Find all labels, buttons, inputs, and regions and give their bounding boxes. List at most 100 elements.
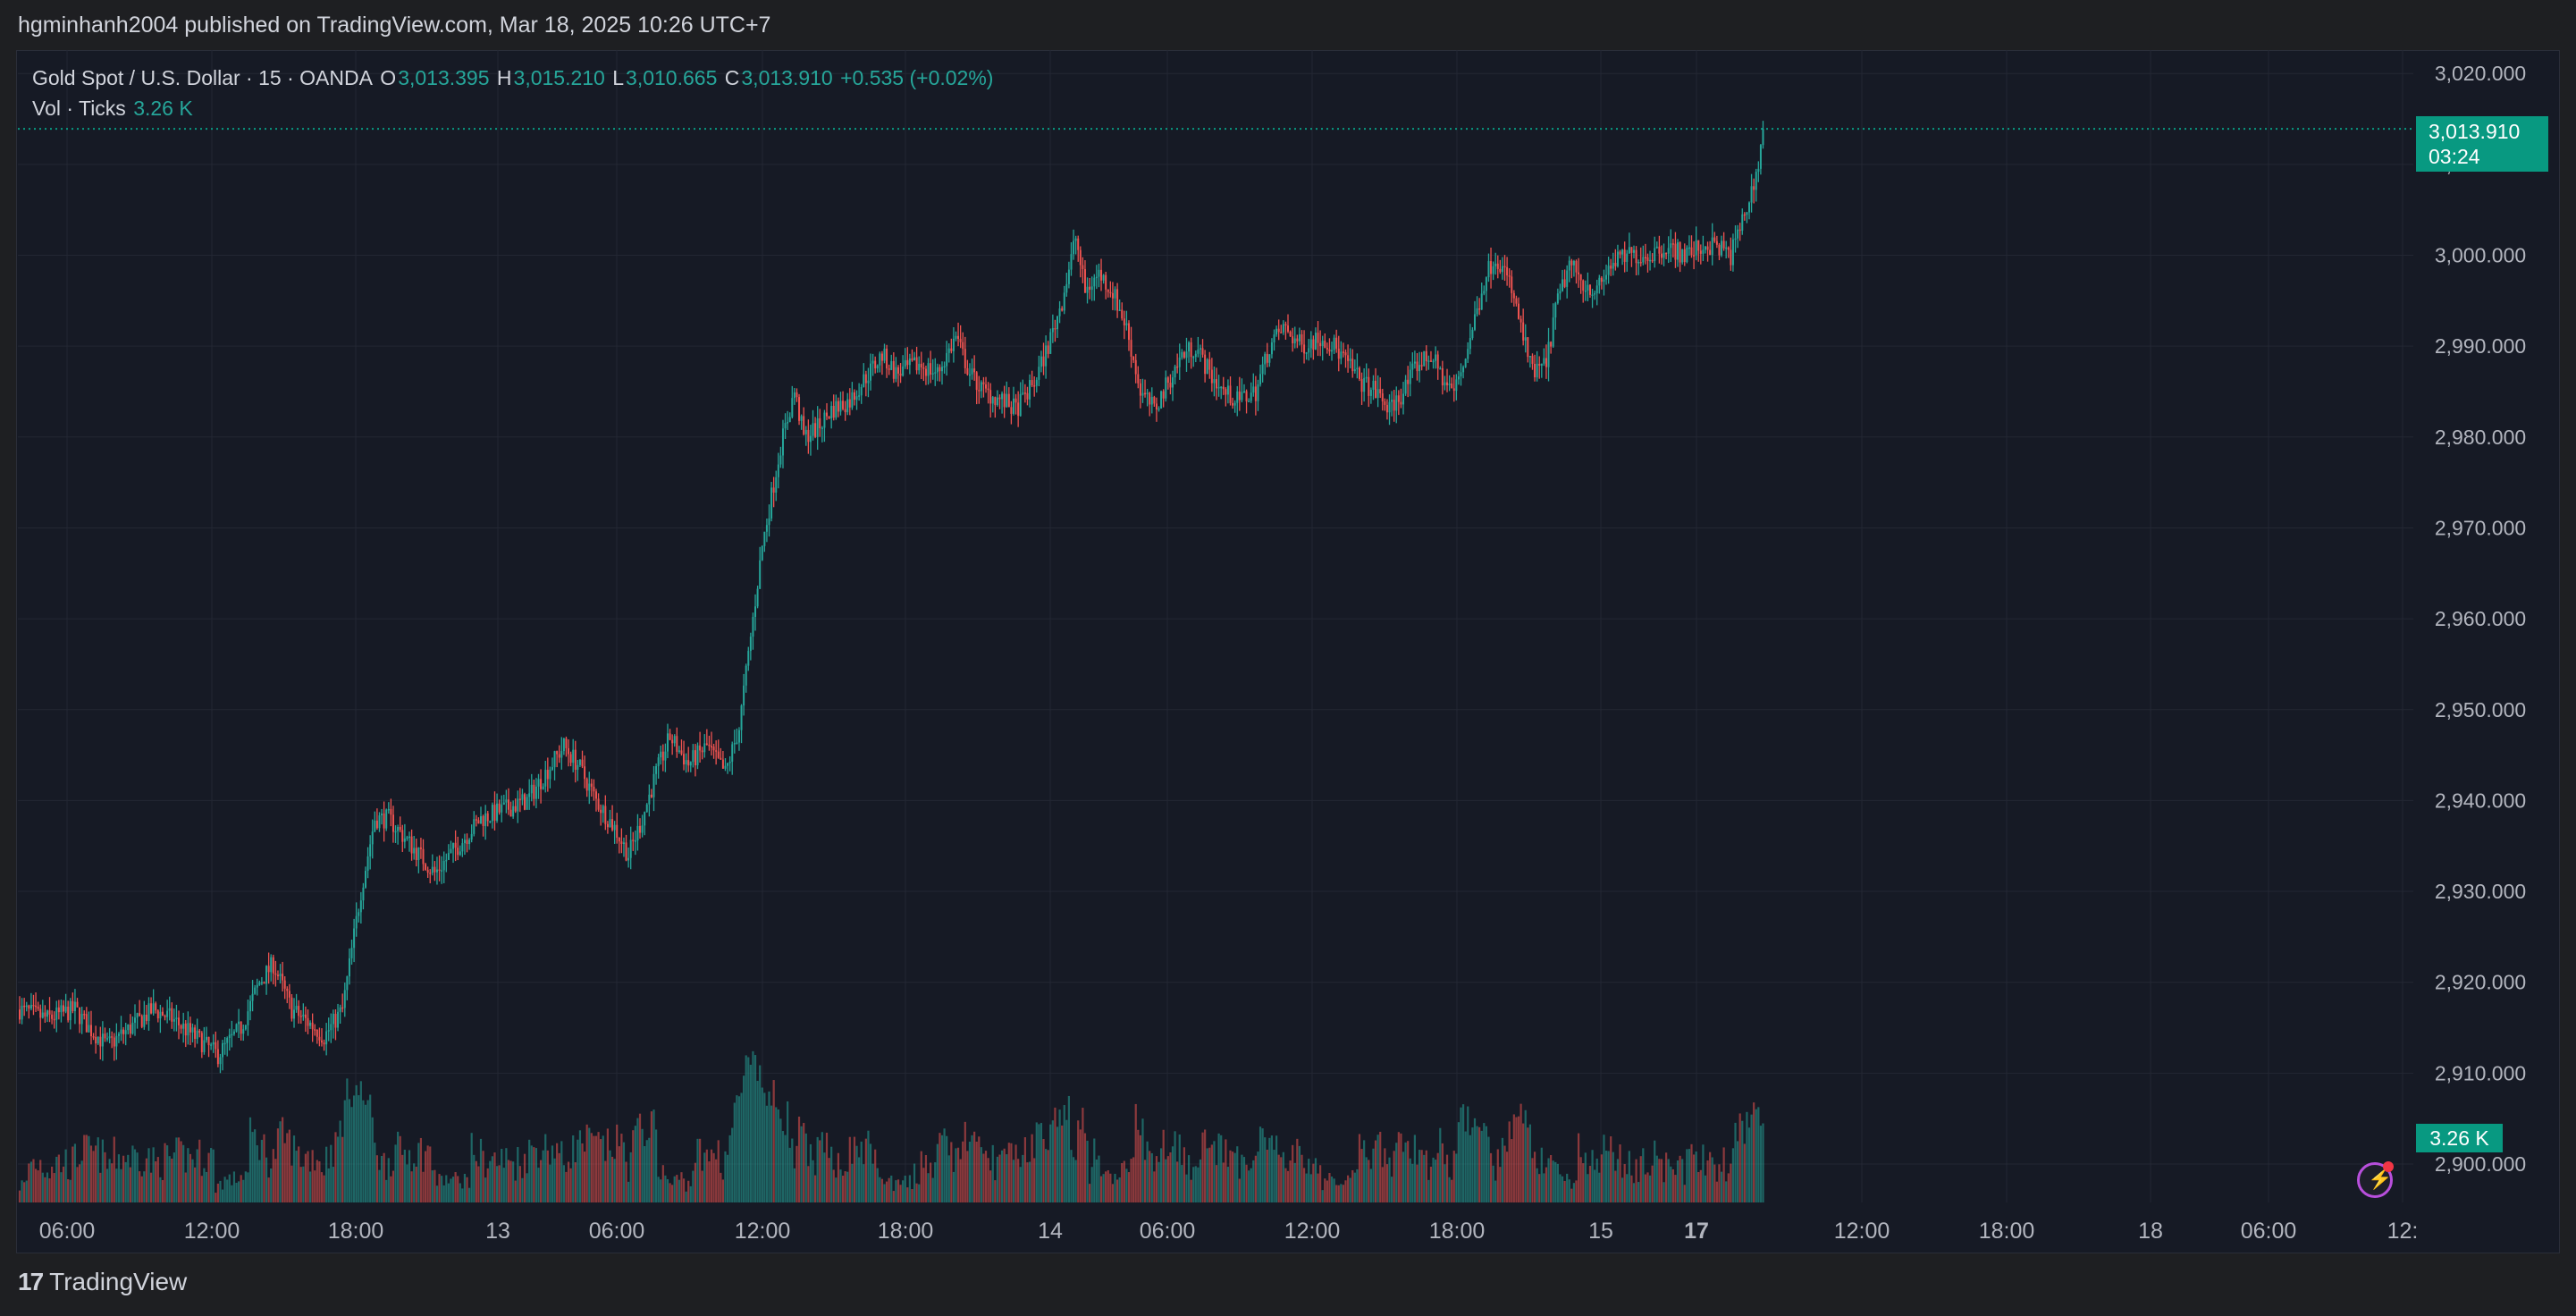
volume-bar: [399, 1135, 401, 1202]
volume-bar: [1538, 1174, 1541, 1202]
volume-bar: [1368, 1160, 1370, 1202]
candle-body: [669, 733, 671, 740]
candle-body: [1090, 286, 1093, 291]
volume-bar: [1047, 1150, 1049, 1202]
candle-body: [97, 1036, 99, 1044]
candle-body: [1506, 266, 1509, 276]
volume-bar: [219, 1180, 222, 1202]
volume-bar: [1309, 1174, 1312, 1202]
candle-body: [708, 744, 711, 747]
candle-body: [1753, 186, 1755, 190]
volume-bar: [1007, 1143, 1010, 1202]
volume-bar: [821, 1132, 823, 1202]
volume-bar: [673, 1176, 676, 1202]
candle-body: [821, 427, 823, 429]
candle-body: [517, 798, 519, 812]
candle-body: [544, 770, 547, 787]
volume-bar: [1231, 1152, 1234, 1202]
candle-body: [1232, 402, 1234, 406]
volume-bar: [1715, 1181, 1718, 1202]
volume-bar: [330, 1144, 333, 1202]
volume-bar: [1429, 1166, 1433, 1202]
candle-body: [1347, 355, 1350, 361]
volume-bar: [205, 1171, 208, 1202]
candle-body: [1266, 353, 1268, 363]
volume-bar: [892, 1191, 895, 1202]
volume-bar: [417, 1143, 420, 1202]
volume-bar: [835, 1177, 838, 1202]
candle-body: [39, 1008, 42, 1018]
candle-body: [46, 1010, 48, 1017]
volume-bar: [644, 1145, 646, 1202]
candle-body: [772, 487, 775, 494]
volume-bar: [955, 1148, 957, 1202]
candle-body: [1035, 379, 1038, 386]
price-tick-label: 2,930.000: [2435, 880, 2526, 903]
candle-body: [260, 982, 263, 984]
candle-body: [721, 759, 724, 769]
volume-bar: [1563, 1180, 1566, 1202]
price-tick-label: 2,950.000: [2435, 698, 2526, 721]
volume-bar: [669, 1183, 671, 1202]
candle-body: [1451, 383, 1453, 389]
volume-bar: [581, 1143, 584, 1202]
volume-bar: [37, 1170, 39, 1202]
candle-body: [226, 1038, 229, 1043]
volume-bar: [883, 1184, 886, 1202]
price-tick-label: 2,920.000: [2435, 971, 2526, 994]
candle-body: [134, 1017, 136, 1023]
candle-body: [911, 358, 913, 361]
candle-body: [823, 412, 826, 428]
volume-bar: [175, 1137, 178, 1202]
candle-body: [473, 819, 476, 834]
volume-bar: [1452, 1151, 1455, 1202]
candle-body: [906, 359, 909, 366]
volume-bar: [385, 1179, 388, 1202]
volume-bar: [171, 1158, 173, 1202]
candle-body: [1391, 400, 1393, 402]
volume-bar: [517, 1147, 519, 1202]
volume-bar: [855, 1145, 858, 1202]
candle-body: [394, 831, 397, 833]
volume-bar: [1201, 1132, 1204, 1202]
volume-bar: [1277, 1154, 1280, 1202]
lightning-icon[interactable]: ⚡: [2357, 1161, 2394, 1198]
volume-bar: [678, 1179, 680, 1202]
volume-bar: [1125, 1168, 1128, 1202]
candle-body: [1743, 214, 1746, 216]
volume-bar: [1582, 1163, 1585, 1202]
volume-bar: [1610, 1136, 1612, 1202]
volume-bar: [1061, 1125, 1064, 1202]
volume-bar: [930, 1162, 932, 1202]
volume-bar: [238, 1181, 240, 1202]
volume-bar: [539, 1160, 543, 1202]
volume-bar: [652, 1109, 655, 1202]
candle-body: [1709, 249, 1712, 256]
candle-body: [639, 825, 642, 833]
volume-bar: [779, 1118, 782, 1202]
volume-bar: [1658, 1159, 1661, 1202]
candle-body: [1746, 212, 1748, 215]
candle-body: [73, 1001, 76, 1012]
volume-bar: [1762, 1123, 1764, 1202]
candle-body: [369, 844, 372, 856]
candle-body: [1185, 351, 1188, 359]
volume-bar: [1160, 1148, 1163, 1202]
candle-body: [242, 1029, 245, 1034]
volume-bar: [721, 1179, 724, 1202]
volume-bar: [507, 1160, 510, 1202]
volume-bar: [1614, 1170, 1617, 1202]
candle-body: [1511, 276, 1513, 293]
candle-body: [685, 760, 687, 765]
volume-bar: [1746, 1111, 1748, 1202]
candle-body: [558, 754, 560, 758]
chart-panel[interactable]: [16, 50, 2560, 1253]
volume-bar: [1379, 1131, 1382, 1202]
volume-bar: [593, 1135, 595, 1202]
candle-body: [1435, 354, 1437, 361]
candle-body: [1579, 274, 1582, 281]
volume-value: 3.26 K: [133, 97, 193, 120]
candle-body: [1073, 240, 1075, 255]
candle-body: [1384, 401, 1386, 405]
